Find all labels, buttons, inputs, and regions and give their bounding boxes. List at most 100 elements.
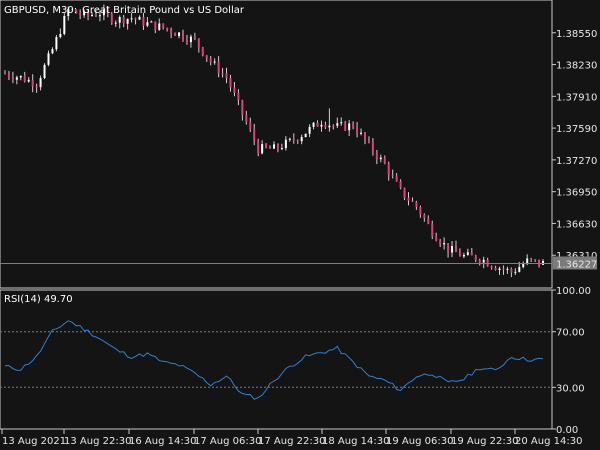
- candle-body: [142, 16, 145, 26]
- candle-body: [288, 138, 291, 140]
- candle-body: [387, 163, 390, 176]
- candle-body: [269, 147, 272, 149]
- candle-body: [328, 125, 331, 128]
- candle-body: [316, 122, 319, 127]
- candle-body: [35, 86, 38, 88]
- candle-body: [229, 77, 232, 88]
- candle-body: [403, 187, 406, 198]
- candle-body: [304, 133, 307, 138]
- candle-body: [474, 255, 477, 261]
- candle-body: [59, 33, 62, 38]
- candle-body: [510, 268, 513, 273]
- bid-price-label: 1.36227: [556, 259, 597, 270]
- candle-body: [253, 129, 256, 141]
- time-tick-label: 16 Aug 14:30: [129, 436, 196, 447]
- candle-body: [383, 157, 386, 164]
- candle-body: [126, 18, 129, 24]
- candle-body: [146, 22, 149, 26]
- candle-body: [154, 21, 157, 30]
- candle-body: [217, 61, 220, 74]
- candle-body: [312, 122, 315, 127]
- candle-body: [19, 75, 22, 78]
- candle-body: [55, 37, 58, 50]
- candle-body: [273, 144, 275, 149]
- candle-body: [367, 139, 370, 142]
- candle-body: [265, 144, 268, 148]
- candle-body: [300, 137, 303, 142]
- candle-body: [158, 23, 161, 30]
- candle-body: [138, 16, 141, 20]
- candle-body: [209, 58, 212, 63]
- time-tick-label: 19 Aug 22:30: [451, 436, 518, 447]
- candle-body: [530, 258, 533, 260]
- rsi-line: [4, 320, 544, 400]
- rsi-indicator-label: RSI(14) 49.70: [4, 294, 73, 305]
- candle-body: [15, 77, 18, 80]
- candle-body: [494, 267, 497, 270]
- candle-body: [249, 122, 252, 130]
- candle-body: [114, 22, 117, 24]
- price-tick-label: 1.37910: [556, 92, 597, 103]
- candle-body: [71, 8, 74, 10]
- candle-body: [221, 73, 224, 75]
- candle-body: [371, 141, 374, 153]
- candle-body: [174, 33, 177, 36]
- candle-body: [538, 259, 541, 265]
- candle-body: [344, 122, 347, 131]
- price-tick-label: 1.36950: [556, 188, 597, 199]
- candle-body: [193, 36, 196, 39]
- candle-body: [490, 266, 493, 268]
- candle-body: [478, 260, 481, 263]
- candle-body: [482, 259, 485, 263]
- candle-body: [407, 197, 410, 201]
- candle-body: [332, 125, 335, 127]
- rsi-axis-ticks: 100.00 70.00 30.00 0.00: [0, 286, 591, 436]
- candle-body: [23, 75, 26, 82]
- candle-body: [87, 11, 90, 16]
- candle-body: [324, 124, 327, 128]
- candle-body: [542, 260, 545, 265]
- candle-body: [451, 246, 454, 253]
- candle-body: [245, 114, 248, 123]
- candle-body: [98, 15, 101, 17]
- candle-body: [11, 77, 14, 80]
- time-tick-label: 18 Aug 14:30: [322, 436, 389, 447]
- candle-body: [454, 246, 457, 253]
- instrument-name: Great Britain Pound vs US Dollar: [82, 5, 245, 16]
- candle-body: [427, 218, 430, 224]
- candle-body: [435, 236, 438, 241]
- candle-body: [506, 268, 509, 270]
- candle-body: [447, 243, 450, 253]
- time-tick-label: 13 Aug 2021: [2, 436, 66, 447]
- time-tick-label: 19 Aug 06:30: [386, 436, 453, 447]
- candle-body: [7, 73, 10, 78]
- candlestick-series: [3, 4, 545, 278]
- candle-body: [360, 132, 363, 134]
- candle-body: [462, 254, 465, 257]
- candle-body: [431, 223, 434, 237]
- candle-body: [356, 127, 359, 134]
- candle-body: [308, 126, 311, 134]
- price-tick-label: 1.37590: [556, 124, 597, 135]
- candle-body: [284, 139, 287, 149]
- candle-body: [439, 240, 442, 245]
- candle-body: [162, 23, 165, 28]
- candle-body: [522, 263, 525, 268]
- candle-body: [130, 18, 133, 20]
- candle-body: [94, 14, 97, 17]
- candle-body: [395, 175, 398, 182]
- rsi-tick-label: 70.00: [556, 328, 585, 339]
- candle-body: [391, 175, 394, 177]
- candle-body: [379, 157, 382, 160]
- candle-body: [79, 13, 82, 16]
- candle-body: [280, 148, 283, 150]
- rsi-tick-label: 0.00: [556, 425, 578, 436]
- candle-body: [443, 243, 446, 245]
- candle-body: [241, 100, 244, 115]
- candle-body: [106, 9, 109, 14]
- price-panel-frame: [0, 0, 553, 289]
- price-tick-label: 1.38230: [556, 61, 597, 72]
- candle-body: [419, 206, 422, 215]
- candle-body: [526, 258, 529, 264]
